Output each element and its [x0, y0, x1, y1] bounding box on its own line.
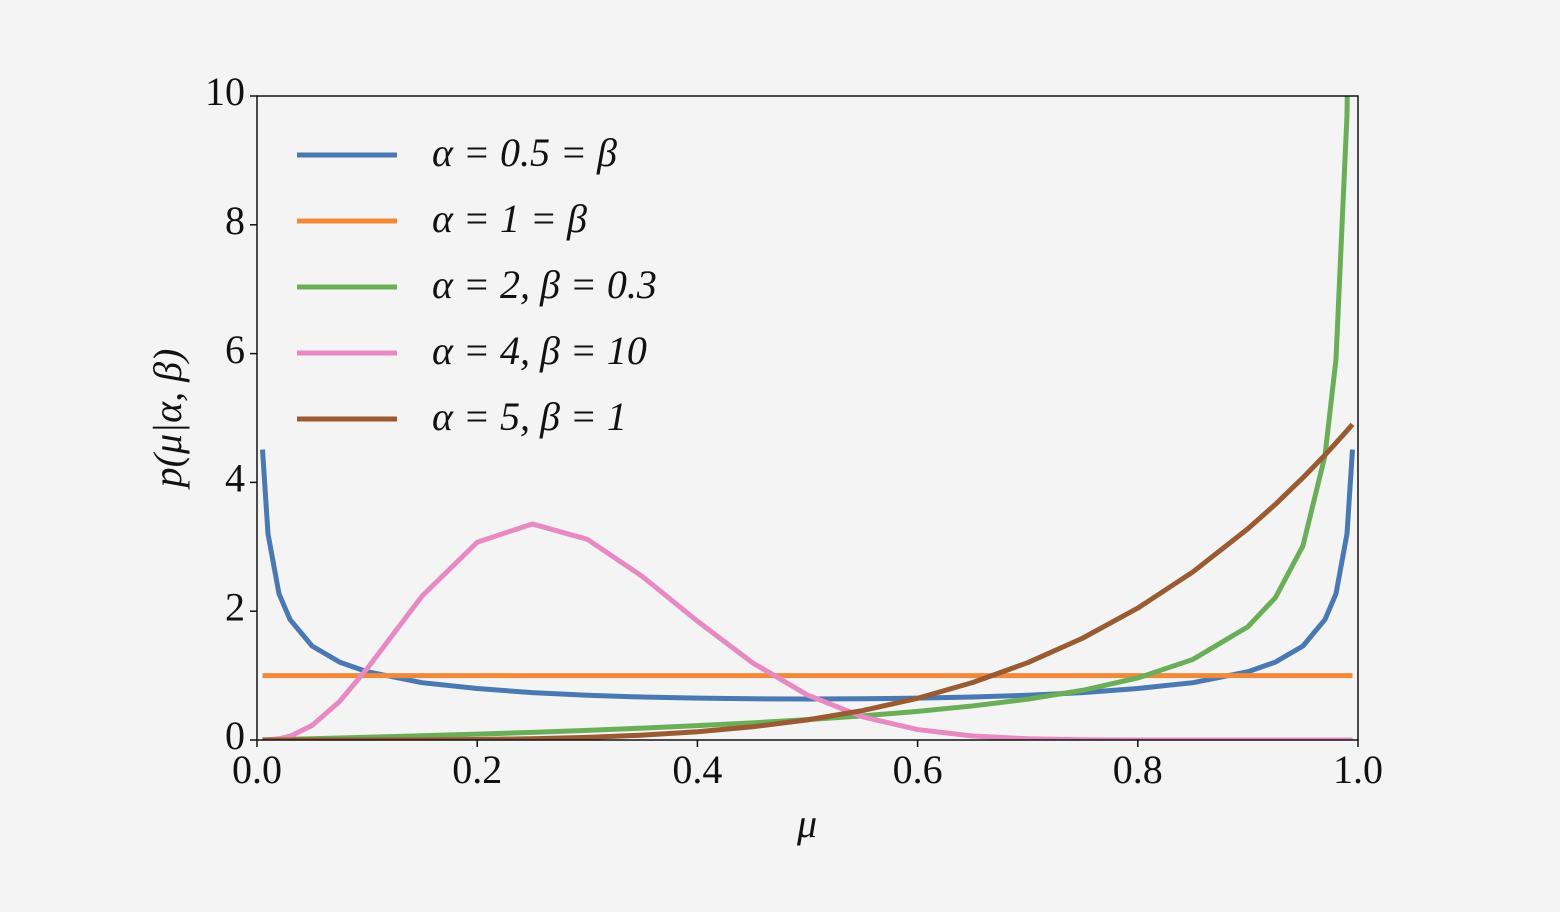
series-line	[260, 449, 1355, 702]
x-tick-label: 0.4	[672, 747, 722, 792]
legend-label: α = 4, β = 10	[432, 328, 647, 373]
x-tick-label: 0.8	[1113, 747, 1163, 792]
y-axis-label: p(μ|α, β)	[145, 349, 190, 491]
legend-label: α = 0.5 = β	[432, 130, 617, 175]
y-tick-label: 8	[225, 198, 245, 243]
series-line	[262, 96, 1350, 740]
legend-label: α = 1 = β	[432, 196, 587, 241]
x-axis-label: μ	[796, 801, 817, 846]
legend-label: α = 5, β = 1	[432, 394, 627, 439]
x-tick-label: 0.0	[232, 747, 282, 792]
axes-frame	[256, 95, 1359, 741]
series-line	[262, 521, 1353, 740]
y-tick-label: 0	[225, 713, 245, 758]
x-tick-label: 0.6	[893, 747, 943, 792]
y-tick-label: 6	[225, 327, 245, 372]
x-tick-label: 1.0	[1333, 747, 1383, 792]
legend-label: α = 2, β = 0.3	[432, 262, 657, 307]
plot-area	[260, 96, 1355, 740]
y-tick-label: 4	[225, 456, 245, 501]
y-tick-label: 10	[205, 69, 245, 114]
y-tick-label: 2	[225, 584, 245, 629]
x-tick-label: 0.2	[452, 747, 502, 792]
